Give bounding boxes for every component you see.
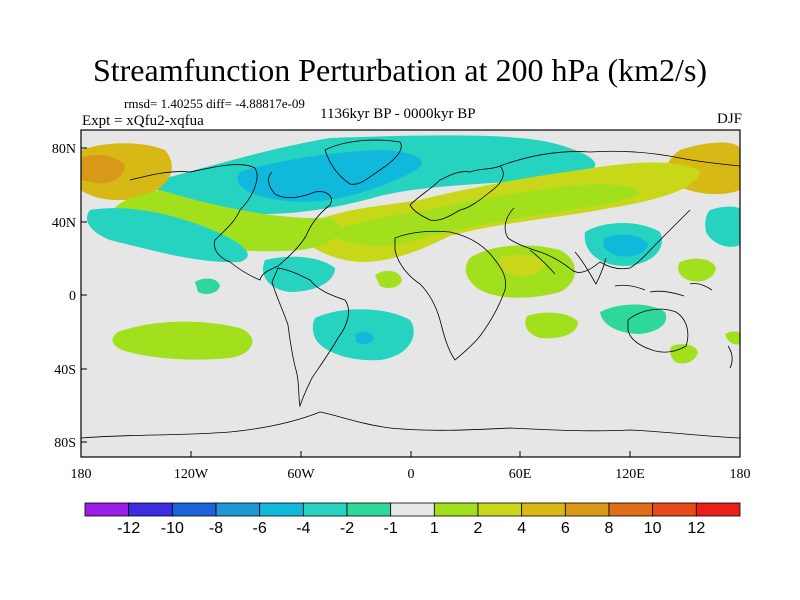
lon-tick-label: 60W [287,467,315,482]
lon-tick-label: 120E [615,467,645,482]
colorbar: -12 -10 -8 -6 -4 -2 -1 1 2 4 6 8 10 12 [84,502,741,537]
contour-caribbean-small [195,278,220,294]
colorbar-label: -12 [117,520,140,537]
coast-new-zealand [727,345,733,369]
axis-ticks [81,147,631,457]
colorbar-label: -4 [296,520,310,537]
lat-axis-labels: 80N 40N 0 40S 80S [52,142,76,451]
contour-tasman-warm [669,344,698,364]
lat-tick-label: 40S [54,363,76,378]
figure-title: Streamfunction Perturbation at 200 hPa (… [92,52,708,88]
colorbar-label: 10 [644,520,662,537]
colorbar-label: -6 [253,520,267,537]
contour-caribbean-blue [262,256,335,292]
contour-asia-blue-core [603,234,648,257]
contour-wpac-warm [678,258,716,282]
contour-atlantic-small-warm [375,270,402,288]
lat-tick-label: 40N [52,216,76,231]
colorbar-label: -1 [384,520,398,537]
colorbar-swatch [433,502,479,517]
colorbar-label: 4 [517,520,526,537]
colorbar-label: -10 [161,520,184,537]
colorbar-swatch [302,502,348,517]
colorbar-label: 12 [687,520,705,537]
coast-africa [394,230,507,361]
colorbar-swatch [695,502,741,517]
stats-text: rmsd= 1.40255 diff= -4.88817e-09 [124,96,305,111]
coast-australia [627,308,689,353]
colorbar-swatch [346,502,392,517]
colorbar-label: -8 [209,520,223,537]
colorbar-swatch [84,502,130,517]
coast-arabia-india [529,249,607,285]
contour-asia-warm-core [81,154,125,184]
coast-north-america [129,164,332,281]
lon-tick-label: 180 [71,467,92,482]
coast-asia [499,150,740,273]
coast-antarctica [81,411,740,439]
period-label: 1136kyr BP - 0000kyr BP [320,106,476,122]
lon-tick-label: 180 [730,467,751,482]
colorbar-label: -2 [340,520,354,537]
lon-tick-label: 0 [408,467,415,482]
colorbar-swatch [608,502,654,517]
colorbar-label: 1 [430,520,439,537]
colorbar-swatch [521,502,566,517]
lat-tick-label: 80S [54,436,76,451]
experiment-label: Expt = xQfu2-xqfua [82,113,204,129]
contour-se-pacific-warm [112,321,253,360]
colorbar-swatch [128,502,173,517]
colorbar-swatch [215,502,261,517]
coast-europe [409,165,504,221]
contour-eurasia-ridge-inner [330,184,640,246]
colorbar-label: 8 [605,520,614,537]
coast-indonesia [614,283,713,297]
lon-tick-label: 120W [174,467,209,482]
contour-east-pacific-blue [705,206,740,247]
lon-axis-labels: 180 120W 60W 0 60E 120E 180 [71,467,751,482]
contour-africa-warm-core [498,254,545,277]
colorbar-swatch [477,502,523,517]
colorbar-swatch [652,502,697,517]
coastlines [81,139,740,439]
contour-arctic-core [237,150,422,202]
colorbar-label: 6 [561,520,570,537]
colorbar-swatch [259,502,304,517]
coast-south-america [271,267,349,408]
colorbar-label: 2 [474,520,483,537]
coast-greenland [324,139,402,185]
lat-tick-label: 80N [52,142,76,157]
colorbar-swatch [171,502,217,517]
contour-sw-pacific-warm [725,331,740,345]
contour-south-atlantic-core [355,331,374,345]
contour-australia-green [600,304,667,334]
contour-indian-warm [525,312,578,339]
colorbar-swatch [390,502,435,517]
lat-tick-label: 0 [69,289,76,304]
lon-tick-label: 60E [509,467,532,482]
season-label: DJF [716,111,742,127]
colorbar-swatch [564,502,610,517]
contour-america-blue [86,208,248,263]
